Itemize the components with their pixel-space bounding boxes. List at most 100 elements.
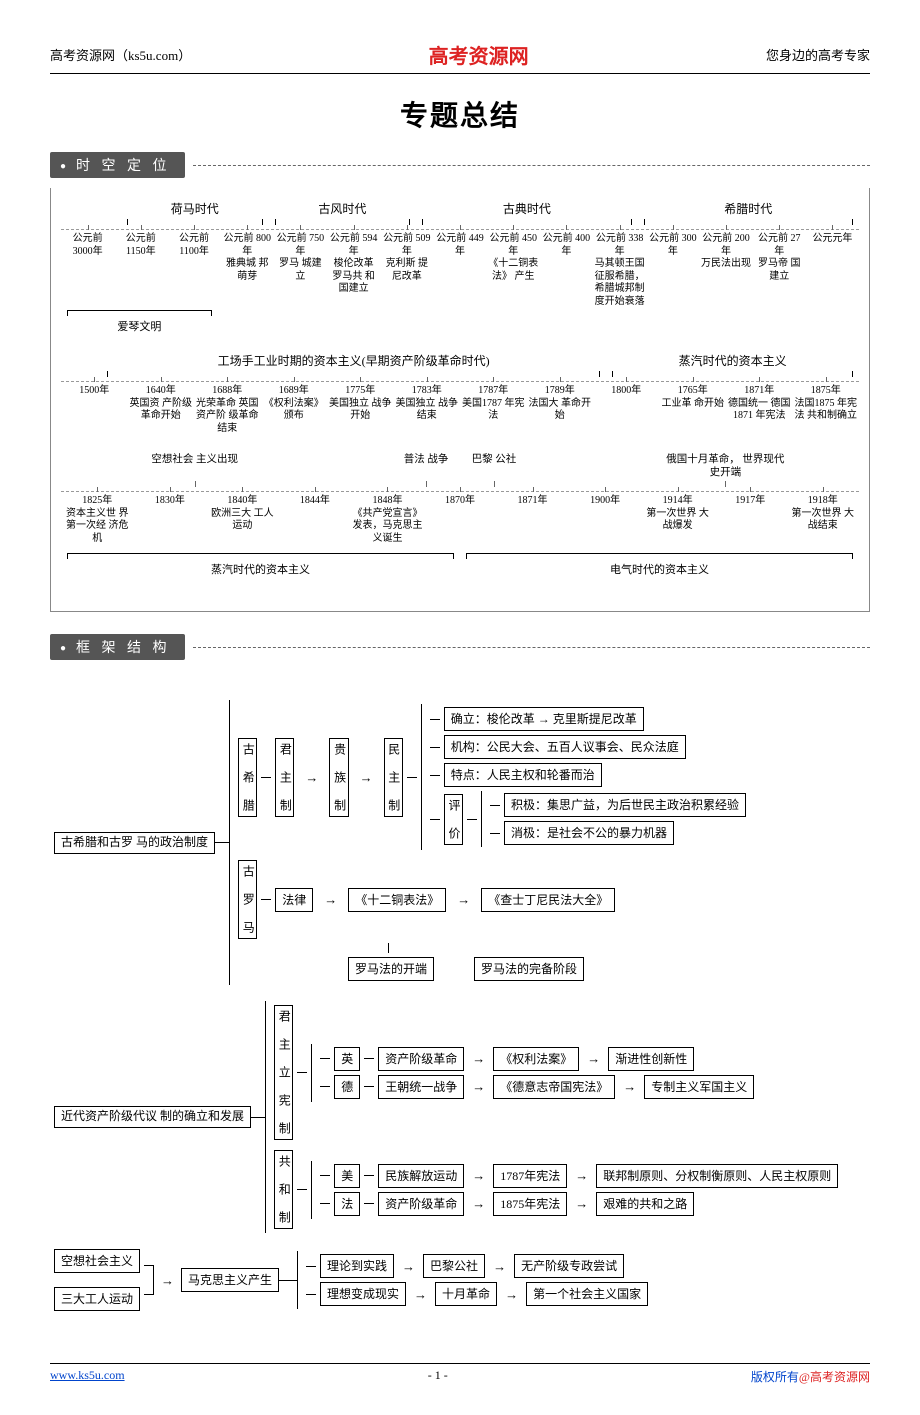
node-corpus: 《查士丁尼民法大全》: [481, 888, 615, 912]
timeline-tick: 1789年法国大 革命开始: [527, 382, 594, 435]
branch-greece: 古 希 腊 君 主 制 贵 族 制 民 主 制 确立：梭伦改革 → 克里斯提尼改…: [238, 704, 865, 850]
timeline-tick: 公元前 1100年: [167, 230, 220, 308]
timeline-tick: 1900年: [569, 492, 642, 545]
above-event: [791, 453, 859, 487]
country-node: 法: [334, 1192, 360, 1216]
event-node: 资产阶级革命: [378, 1047, 464, 1071]
timeline-tick: 公元前 594年梭伦改革 罗马共 和国建立: [327, 230, 380, 308]
timeline-box: 荷马时代古风时代古典时代希腊时代 公元前 3000年公元前 1150年公元前 1…: [50, 188, 870, 612]
country-node: 美: [334, 1164, 360, 1188]
country-node: 英: [334, 1047, 360, 1071]
era-label: 古典时代: [416, 200, 637, 225]
above-row: 空想社会 主义出现普法 战争巴黎 公社俄国十月革命， 世界现代史开端: [61, 453, 859, 487]
country-row: 法资产阶级革命→1875年宪法→艰难的共和之路: [320, 1192, 838, 1216]
doc-node: 1875年宪法: [493, 1192, 567, 1216]
timeline-tick: 1870年: [424, 492, 497, 545]
timeline-tick: 公元前 509年克利斯 提尼改革: [380, 230, 433, 308]
era-label: 希腊时代: [638, 200, 859, 225]
node-eval: 评 价: [444, 794, 463, 845]
above-event: 巴黎 公社: [460, 453, 528, 487]
above-event: [528, 453, 660, 487]
node-republic: 共 和 制: [274, 1150, 293, 1229]
leaf: 机构：公民大会、五百人议事会、民众法庭: [430, 735, 759, 759]
header-left: 高考资源网（ks5u.com）: [50, 45, 191, 64]
root-node: 近代资产阶级代议 制的确立和发展: [54, 1106, 251, 1128]
node-marxism: 马克思主义产生: [181, 1268, 279, 1292]
above-event: 俄国十月革命， 世界现代史开端: [660, 453, 792, 487]
timeline-tick: 1871年: [496, 492, 569, 545]
node-rome: 古 罗 马: [238, 860, 257, 939]
leaf-eval: 评 价 积极：集思广益，为后世民主政治积累经验 消极：是社会不公的暴力机器: [430, 791, 759, 847]
era-label: 蒸汽时代的资本主义: [606, 352, 859, 377]
connector: [261, 777, 271, 778]
event-node: 民族解放运动: [378, 1164, 464, 1188]
doc-node: 《德意志帝国宪法》: [493, 1075, 615, 1099]
democracy-details: 确立：梭伦改革 → 克里斯提尼改革 机构：公民大会、五百人议事会、民众法庭 特点…: [421, 704, 759, 850]
arrow-icon: →: [398, 1257, 419, 1277]
under-label: 爱琴文明: [61, 318, 218, 334]
eval-group: 积极：集思广益，为后世民主政治积累经验 消极：是社会不公的暴力机器: [481, 791, 746, 847]
timeline-group-earlymodern: 工场手工业时期的资本主义(早期资产阶级革命时代)蒸汽时代的资本主义 1500年1…: [61, 352, 859, 435]
marx-row: 理想变成现实→十月革命→第一个社会主义国家: [306, 1282, 648, 1306]
step-node: 理论到实践: [320, 1254, 394, 1278]
section-timeline-tag: 时 空 定 位: [50, 152, 185, 178]
feature-node: 艰难的共和之路: [596, 1192, 694, 1216]
timeline-tick: 公元前 450年《十二铜表法》 产生: [487, 230, 540, 308]
section-rule: [193, 647, 870, 648]
timeline-tick: 1914年第一次世界 大战爆发: [641, 492, 714, 545]
timeline-tick: 1917年: [714, 492, 787, 545]
footer-pagenum: - 1 -: [428, 1368, 448, 1385]
timeline-tick: 公元前 800年雅典城 邦萌芽: [221, 230, 274, 308]
node-workers: 三大工人运动: [54, 1287, 140, 1311]
arrow-icon: →: [501, 1285, 522, 1305]
node-democracy: 民 主 制: [384, 738, 403, 817]
node-aristocracy: 贵 族 制: [329, 738, 348, 817]
timeline-tick: 公元前 1150年: [114, 230, 167, 308]
footer-copyright: 版权所有@高考资源网: [751, 1368, 870, 1385]
arrow-icon: →: [468, 1077, 489, 1097]
node-monarchy: 君 主 制: [275, 738, 294, 817]
arrow-icon: →: [571, 1166, 592, 1186]
country-node: 德: [334, 1075, 360, 1099]
under-row: 爱琴文明: [61, 308, 859, 334]
tree-root-modern: 近代资产阶级代议 制的确立和发展 君 主 立 宪 制 英资产阶级革命→《权利法案…: [54, 1001, 866, 1233]
tree-area: 古希腊和古罗 马的政治制度 古 希 腊 君 主 制 贵 族 制 民 主 制 确立…: [50, 670, 870, 1337]
timeline-tick: 1689年《权利法案》 颁布: [261, 382, 328, 435]
event-node: 资产阶级革命: [378, 1192, 464, 1216]
node-greece: 古 希 腊: [238, 738, 257, 817]
connector: [407, 777, 417, 778]
rome-sub-labels: 罗马法的开端 罗马法的完备阶段: [238, 957, 865, 981]
feature-node: 渐进性创新性: [608, 1047, 694, 1071]
country-row: 美民族解放运动→1787年宪法→联邦制原则、分权制衡原则、人民主权原则: [320, 1164, 838, 1188]
timeline-tick: 公元前 449年: [433, 230, 486, 308]
above-event: 普法 战争: [392, 453, 460, 487]
timeline-tick: 1825年资本主义世 界第一次经 济危机: [61, 492, 134, 545]
era-label: 古风时代: [269, 200, 417, 225]
leaf-node: 机构：公民大会、五百人议事会、民众法庭: [444, 735, 686, 759]
timeline-tick: 1844年: [279, 492, 352, 545]
arrow-icon: →: [489, 1257, 510, 1277]
arrow-icon: →: [571, 1194, 592, 1214]
doc-node: 1787年宪法: [493, 1164, 567, 1188]
section-framework-tag: 框 架 结 构: [50, 634, 185, 660]
under-era-row: 蒸汽时代的资本主义电气时代的资本主义: [61, 551, 859, 577]
arrow-icon: [353, 768, 380, 788]
section-framework-head: 框 架 结 构: [50, 634, 870, 660]
timeline-tick: 1688年光荣革命 英国资产阶 级革命结束: [194, 382, 261, 435]
arrow-icon: [450, 890, 477, 910]
arrow-icon: →: [468, 1166, 489, 1186]
timeline-group-ancient: 荷马时代古风时代古典时代希腊时代 公元前 3000年公元前 1150年公元前 1…: [61, 200, 859, 334]
result-node: 第一个社会主义国家: [526, 1282, 648, 1306]
header-center-logo: 高考资源网: [429, 40, 529, 69]
connector: [215, 842, 229, 843]
leaf-node: 罗马法的开端: [348, 957, 434, 981]
page-title: 专题总结: [50, 94, 870, 134]
timeline-tick: 1775年美国独立 战争开始: [327, 382, 394, 435]
arrow-icon: →: [468, 1194, 489, 1214]
footer-url: www.ks5u.com: [50, 1368, 125, 1385]
timeline-tick: 公元前 27年罗马帝 国建立: [753, 230, 806, 308]
timeline-tick: 1783年美国独立 战争结束: [394, 382, 461, 435]
above-event: [261, 453, 393, 487]
arrow-icon: →: [410, 1285, 431, 1305]
timeline-tick: 公元前 200年万民法出现: [699, 230, 752, 308]
